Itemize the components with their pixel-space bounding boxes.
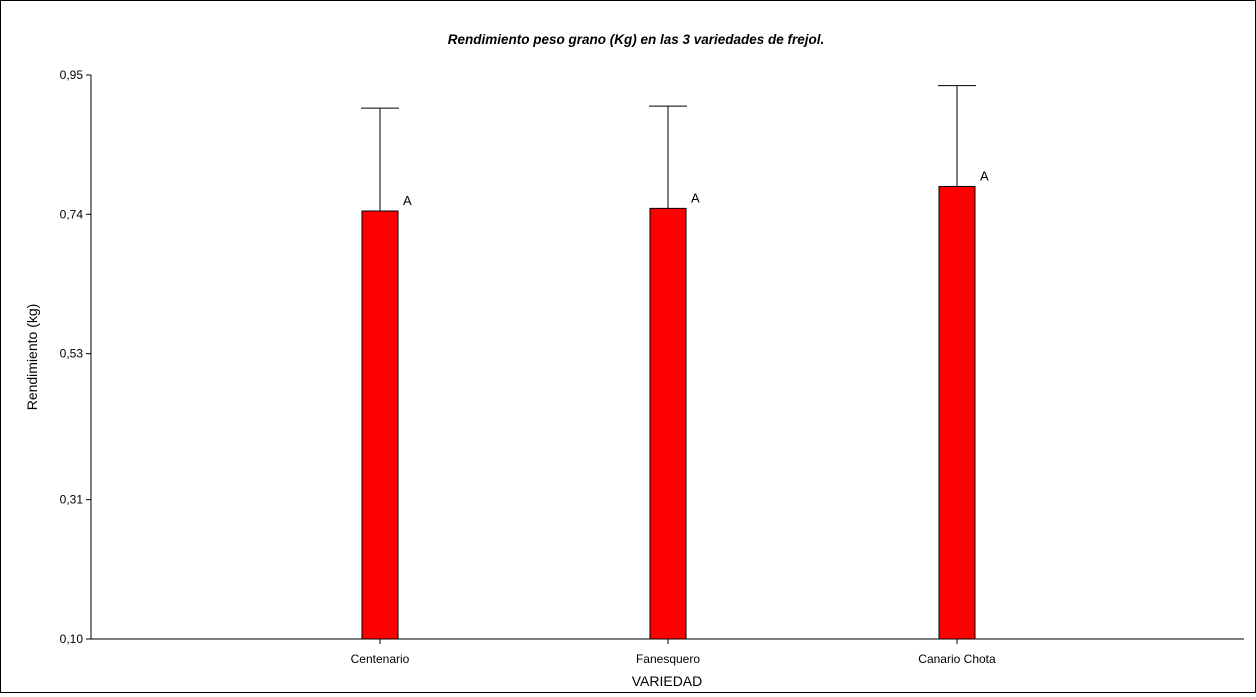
x-tick-label: Canario Chota [918, 652, 996, 666]
y-tick-label: 0,31 [60, 493, 84, 507]
significance-letter: A [980, 168, 989, 183]
bar [649, 207, 687, 640]
y-axis-label: Rendimiento (kg) [24, 304, 40, 411]
x-axis-label: VARIEDAD [632, 673, 703, 689]
bars: A Centenario A Fanesquero A Canario Chota [351, 85, 996, 666]
x-tick-label: Centenario [351, 652, 410, 666]
y-tick-label: 0,10 [60, 632, 84, 646]
y-tick-label: 0,74 [60, 207, 84, 221]
chart-title: Rendimiento peso grano (Kg) en las 3 var… [448, 32, 825, 47]
x-tick-label: Fanesquero [636, 652, 700, 666]
significance-letter: A [691, 190, 700, 205]
y-tick-label: 0,53 [60, 347, 84, 361]
bar [938, 185, 976, 640]
bar [361, 210, 399, 640]
y-ticks: 0,10 0,31 0,53 0,74 0,95 [60, 68, 91, 646]
significance-letter: A [403, 193, 412, 208]
y-tick-label: 0,95 [60, 68, 84, 82]
